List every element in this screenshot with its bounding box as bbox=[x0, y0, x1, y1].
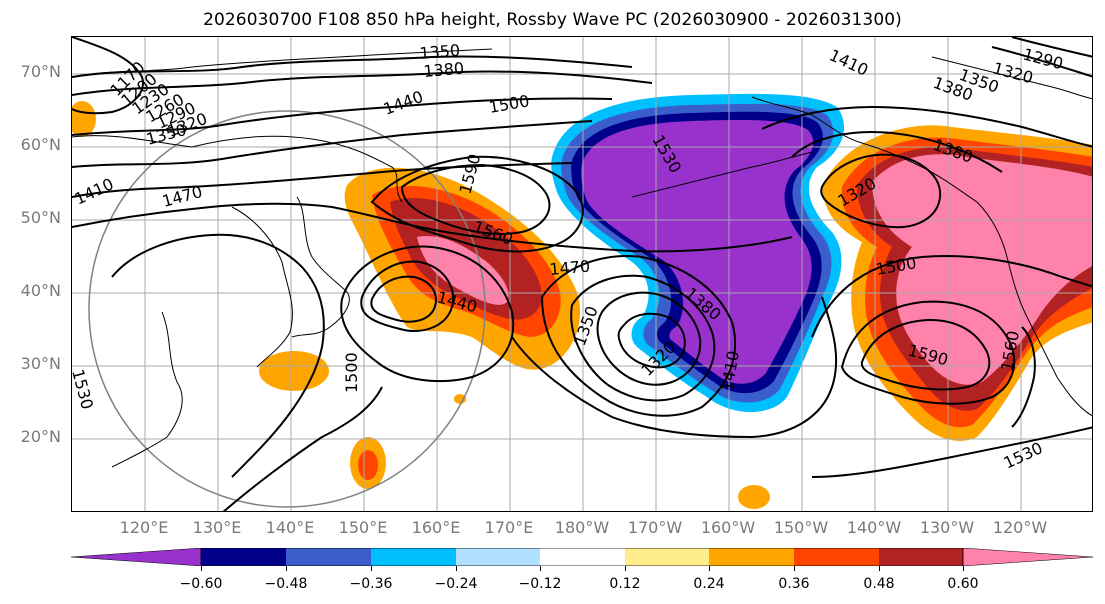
colorbar-tick-label: 0.48 bbox=[863, 576, 895, 592]
contour-label: 1470 bbox=[549, 257, 591, 279]
colorbar-tickmark bbox=[625, 566, 626, 571]
colorbar-tick-label: −0.24 bbox=[434, 576, 478, 592]
colorbar-max-extension bbox=[962, 548, 1093, 566]
lon-label-170e: 170°E bbox=[484, 518, 534, 537]
lon-label-140e: 140°E bbox=[265, 518, 315, 537]
colorbar-segment bbox=[201, 548, 286, 566]
contour-label: 1410 bbox=[72, 174, 117, 208]
lon-label-160e: 160°E bbox=[411, 518, 461, 537]
lon-label-150e: 150°E bbox=[338, 518, 388, 537]
map-title: 2026030700 F108 850 hPa height, Rossby W… bbox=[203, 10, 902, 30]
lat-label-30n: 30°N bbox=[20, 354, 61, 373]
lat-label-20n: 20°N bbox=[20, 427, 61, 446]
colorbar-tick-label: 0.36 bbox=[778, 576, 810, 592]
colorbar-segment bbox=[286, 548, 371, 566]
map-panel: 1350 1380 1170 1200 1230 1260 1290 1320 … bbox=[71, 36, 1093, 512]
positive-anomaly-east-pacific bbox=[822, 125, 1092, 441]
colorbar-segment bbox=[540, 548, 625, 566]
colorbar-tickmark bbox=[371, 566, 372, 571]
contour-label: 1470 bbox=[160, 182, 204, 211]
colorbar-segment bbox=[625, 548, 709, 566]
colorbar-segment bbox=[371, 548, 456, 566]
lon-label-160w: 160°W bbox=[700, 518, 756, 537]
lon-label-120e: 120°E bbox=[119, 518, 169, 537]
lon-label-150w: 150°W bbox=[773, 518, 829, 537]
lon-label-130e: 130°E bbox=[192, 518, 242, 537]
colorbar-tickmark bbox=[540, 566, 541, 571]
coastlines bbox=[72, 48, 1092, 468]
lon-label-170w: 170°W bbox=[627, 518, 683, 537]
contour-label: 1440 bbox=[381, 87, 426, 119]
colorbar-tick-label: −0.12 bbox=[518, 576, 562, 592]
contour-label: 1530 bbox=[72, 367, 97, 411]
colorbar-tickmark bbox=[286, 566, 287, 571]
lat-label-50n: 50°N bbox=[20, 208, 61, 227]
map-canvas: 1350 1380 1170 1200 1230 1260 1290 1320 … bbox=[72, 37, 1092, 511]
colorbar-tickmark bbox=[879, 566, 880, 571]
positive-anomaly-west-pacific bbox=[344, 167, 581, 370]
graticule bbox=[72, 37, 1092, 511]
contour-label: 1380 bbox=[423, 59, 465, 81]
contour-label: 1500 bbox=[342, 352, 361, 393]
positive-anomaly-small-patches bbox=[72, 101, 770, 509]
colorbar-tick-label: −0.36 bbox=[349, 576, 393, 592]
lon-label-130w: 130°W bbox=[919, 518, 975, 537]
height-contours bbox=[72, 37, 1092, 511]
contour-label: 1350 bbox=[419, 41, 461, 63]
colorbar-segment bbox=[879, 548, 963, 566]
colorbar-tickmark bbox=[794, 566, 795, 571]
negative-anomaly-central-pacific bbox=[551, 93, 845, 412]
colorbar-tick-label: 0.12 bbox=[609, 576, 641, 592]
lon-label-180w: 180°W bbox=[554, 518, 610, 537]
colorbar bbox=[71, 548, 1093, 566]
lon-label-120w: 120°W bbox=[992, 518, 1048, 537]
colorbar-min-extension bbox=[71, 548, 202, 566]
reference-circle bbox=[88, 110, 486, 508]
lat-label-70n: 70°N bbox=[20, 62, 61, 81]
colorbar-segment bbox=[794, 548, 879, 566]
colorbar-tickmark bbox=[456, 566, 457, 571]
colorbar-tick-label: −0.60 bbox=[179, 576, 223, 592]
lat-label-60n: 60°N bbox=[20, 135, 61, 154]
colorbar-segment bbox=[709, 548, 794, 566]
colorbar-tickmark bbox=[201, 566, 202, 571]
colorbar-tickmark bbox=[963, 566, 964, 571]
colorbar-tick-label: 0.60 bbox=[947, 576, 979, 592]
lat-label-40n: 40°N bbox=[20, 281, 61, 300]
colorbar-tick-label: −0.48 bbox=[264, 576, 308, 592]
colorbar-tickmark bbox=[709, 566, 710, 571]
colorbar-tick-label: 0.24 bbox=[693, 576, 725, 592]
lon-label-140w: 140°W bbox=[846, 518, 902, 537]
contour-label: 1500 bbox=[487, 91, 530, 117]
contour-label: 1410 bbox=[826, 45, 871, 79]
colorbar-segment bbox=[456, 548, 540, 566]
